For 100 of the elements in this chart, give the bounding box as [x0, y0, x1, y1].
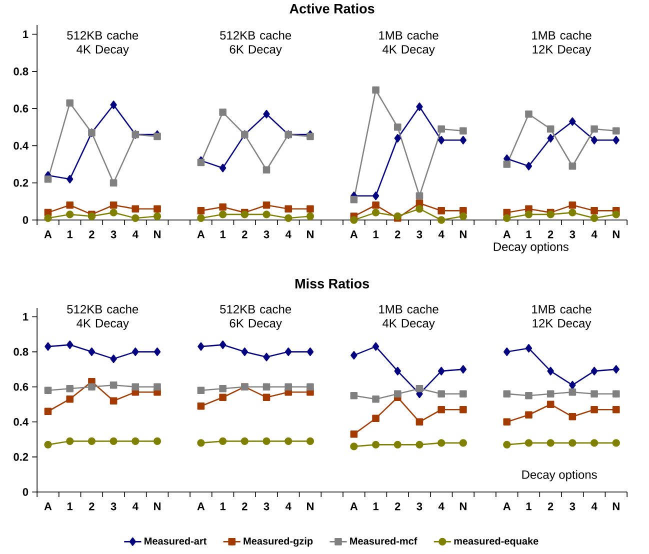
point: [372, 414, 380, 422]
x-tick-label: A: [197, 230, 205, 238]
point: [66, 99, 74, 107]
point: [394, 390, 402, 398]
point: [197, 439, 205, 447]
legend-label: Measured-art: [144, 537, 207, 545]
point: [569, 380, 576, 390]
point: [612, 365, 620, 374]
point: [306, 348, 314, 356]
x-tick-label: A: [503, 230, 511, 238]
point: [546, 390, 554, 398]
point: [612, 127, 620, 134]
y-tick-label: 0.6: [14, 104, 28, 112]
point: [88, 437, 96, 446]
point: [590, 366, 598, 376]
point: [590, 390, 598, 398]
x-tick-label: 3: [570, 230, 576, 238]
x-tick-label: A: [44, 502, 52, 510]
point: [306, 437, 314, 446]
point: [88, 348, 96, 356]
point: [66, 340, 74, 350]
x-tick-label: 1: [220, 502, 226, 510]
point: [88, 383, 96, 390]
legend-label: measured-equake: [454, 537, 538, 547]
point: [66, 174, 74, 184]
point: [437, 439, 446, 447]
point: [218, 437, 227, 446]
x-tick-label: 3: [416, 502, 422, 510]
x-tick-label: N: [460, 502, 466, 510]
point: [66, 384, 74, 392]
point: [44, 342, 52, 351]
point: [416, 192, 424, 200]
point: [240, 437, 249, 446]
annotation: 512KB cache 6K Decay: [220, 304, 292, 330]
point: [438, 406, 445, 414]
point: [372, 440, 380, 449]
point: [590, 406, 598, 414]
x-tick-label: 1: [373, 230, 379, 238]
point: [219, 384, 226, 392]
point: [218, 210, 227, 218]
x-tick-label: 3: [110, 230, 116, 238]
point: [504, 348, 510, 356]
point: [306, 212, 314, 220]
point: [153, 437, 162, 446]
point: [416, 384, 424, 392]
point: [306, 205, 314, 212]
y-tick-label: 1: [23, 312, 28, 321]
point: [394, 134, 401, 143]
y-tick-label: 0.8: [14, 348, 28, 356]
point: [394, 440, 402, 449]
point: [372, 201, 380, 209]
point: [546, 439, 554, 447]
point: [284, 205, 292, 212]
annotation: 1MB cache 4K Decay: [379, 30, 438, 56]
text: Decay options: [494, 242, 568, 254]
chart-title: Active Ratios: [290, 4, 374, 14]
x-tick-label: 3: [570, 502, 576, 510]
x-tick-label: 4: [591, 230, 598, 238]
point: [262, 394, 270, 402]
point: [503, 214, 511, 222]
x-tick-label: 3: [264, 502, 270, 510]
point: [198, 342, 204, 351]
x-tick-label: 2: [242, 230, 248, 238]
point: [503, 160, 511, 168]
x-tick-label: 1: [526, 502, 532, 510]
x-tick-label: A: [350, 230, 358, 238]
point: [416, 440, 424, 449]
x-tick-label: 4: [285, 502, 292, 510]
point: [568, 162, 576, 170]
annotation: 1MB cache 4K Decay: [379, 304, 438, 330]
point: [568, 208, 576, 216]
point: [612, 439, 620, 447]
x-tick-label: 2: [394, 502, 400, 510]
point: [524, 210, 533, 218]
point: [132, 437, 140, 446]
point: [350, 392, 358, 400]
point: [110, 381, 118, 389]
point: [284, 214, 292, 222]
point: [524, 439, 533, 447]
point: [372, 192, 380, 200]
point: [132, 214, 140, 222]
point: [197, 158, 205, 166]
point: [612, 136, 620, 144]
point: [503, 440, 511, 449]
point: [372, 86, 380, 94]
point: [110, 354, 117, 364]
point: [197, 402, 205, 410]
point: [438, 366, 445, 376]
point: [547, 366, 554, 376]
x-tick-label: 1: [373, 502, 379, 510]
point: [394, 123, 402, 131]
x-tick-label: 1: [220, 230, 226, 238]
x-tick-label: 1: [67, 230, 73, 238]
point: [241, 348, 248, 356]
y-tick-label: 0.6: [14, 382, 28, 391]
x-tick-label: A: [197, 502, 205, 510]
y-tick-label: 0.2: [14, 453, 28, 461]
x-tick-label: 4: [132, 502, 138, 510]
point: [459, 439, 468, 447]
x-tick-label: 1: [526, 230, 532, 238]
